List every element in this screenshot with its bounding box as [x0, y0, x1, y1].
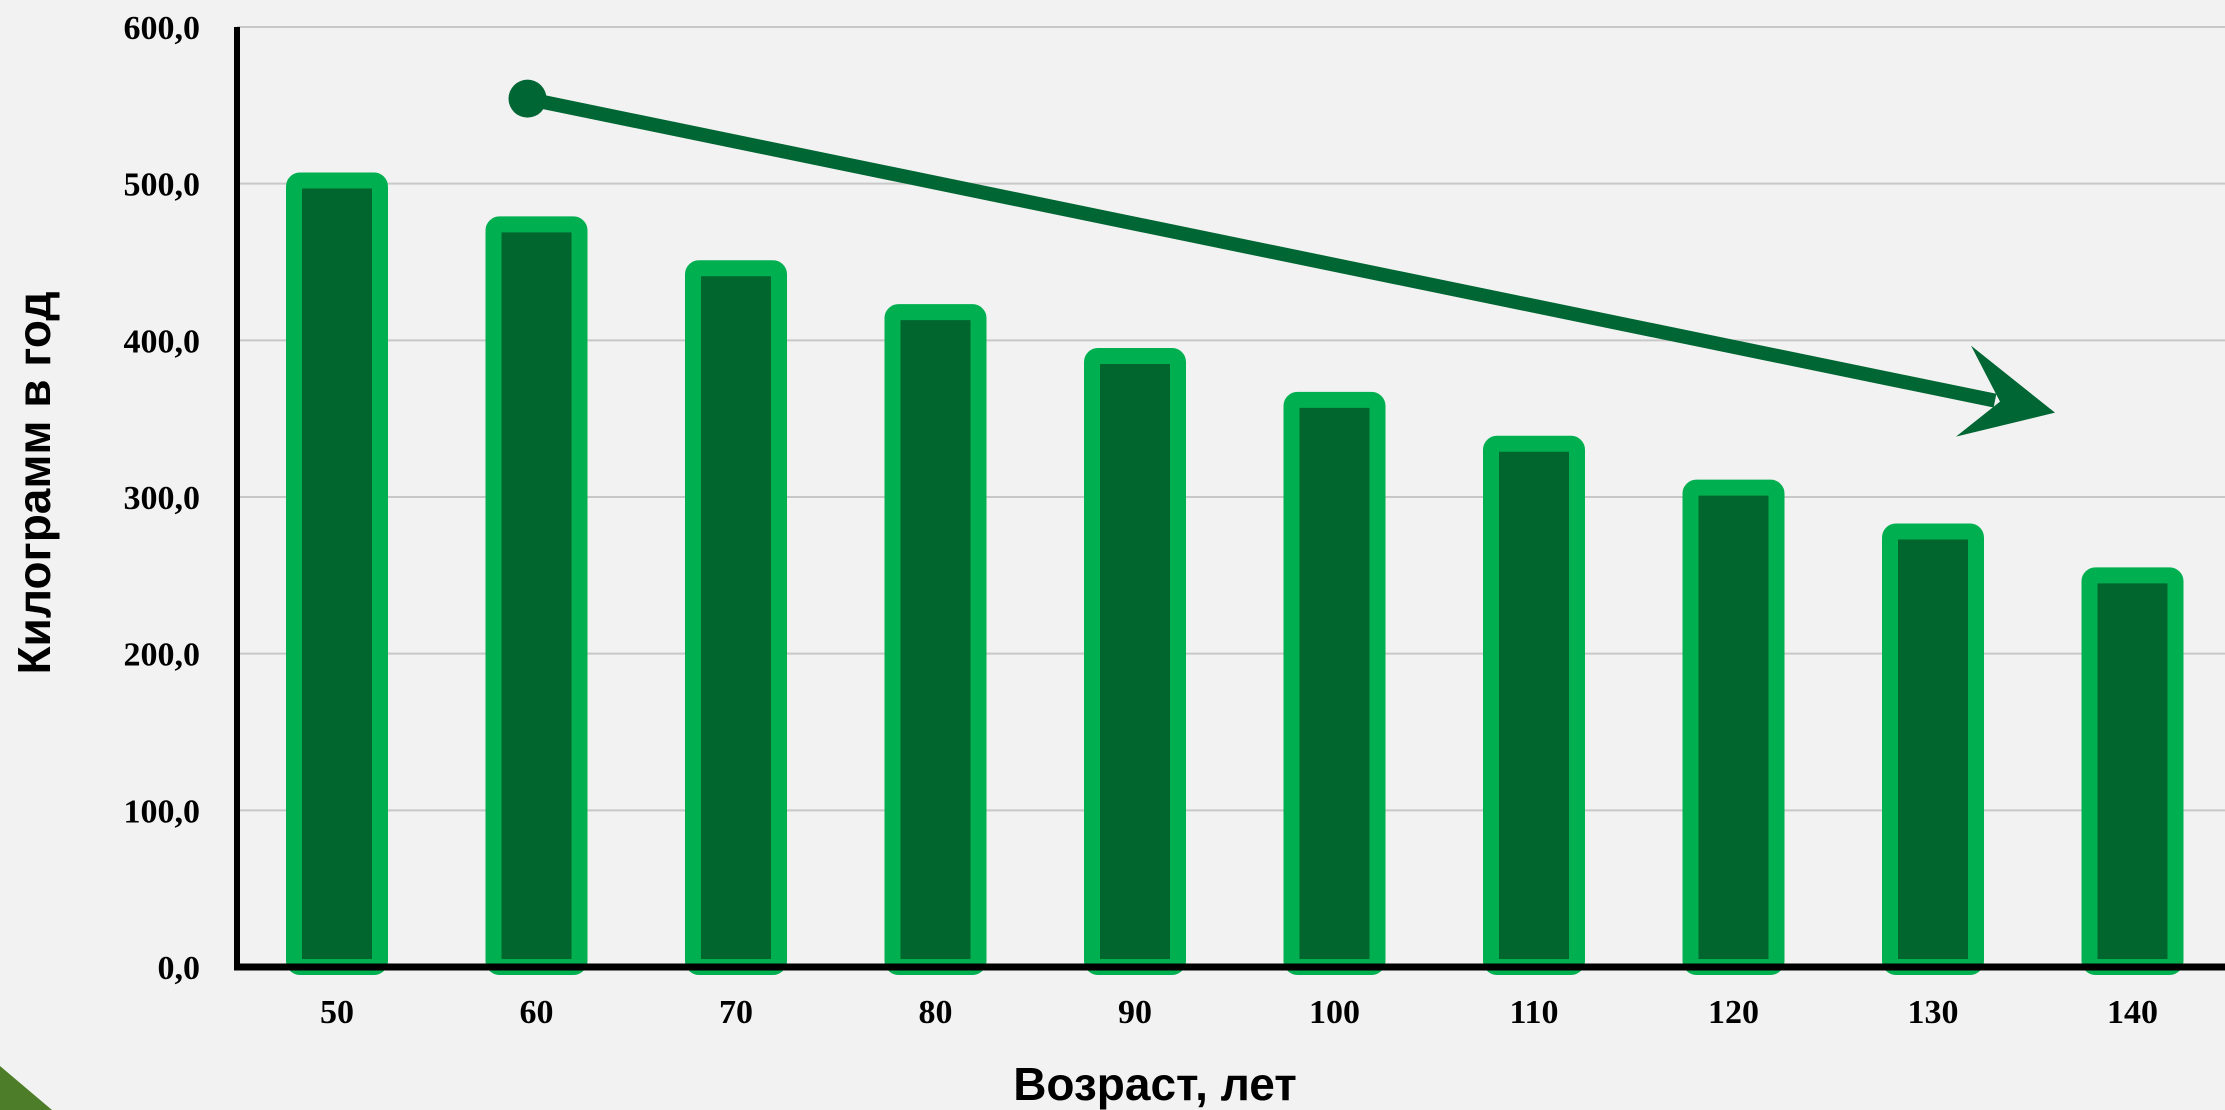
x-tick-label: 60 — [520, 994, 554, 1031]
bar-90 — [1084, 348, 1186, 975]
trend-arrow-shaft — [535, 93, 1997, 408]
trend-arrow — [508, 79, 2055, 437]
y-tick-label: 400,0 — [124, 323, 201, 360]
y-tick-label: 200,0 — [124, 637, 201, 674]
y-tick-label: 600,0 — [124, 10, 201, 47]
x-tick-label: 120 — [1708, 994, 1759, 1031]
x-tick-label: 110 — [1509, 994, 1558, 1031]
y-tick-label: 0,0 — [158, 950, 201, 987]
x-tick-labels: 50 60 70 80 90 100 110 120 130 140 — [320, 994, 2158, 1031]
y-tick-label: 300,0 — [124, 480, 201, 517]
x-axis-title: Возраст, лет — [1013, 1058, 1297, 1110]
bar-130 — [1882, 523, 1984, 975]
bar-60 — [485, 216, 588, 975]
x-tick-label: 80 — [919, 994, 953, 1031]
y-tick-labels: 0,0 100,0 200,0 300,0 400,0 500,0 600,0 — [124, 10, 201, 987]
x-tick-label: 130 — [1908, 994, 1959, 1031]
bar-120 — [1682, 479, 1785, 975]
axes — [234, 27, 2225, 971]
x-tick-label: 90 — [1118, 994, 1152, 1031]
bar-50 — [286, 172, 388, 976]
y-tick-label: 500,0 — [124, 167, 201, 204]
corner-accent-decoration — [0, 1066, 52, 1110]
bar-80 — [884, 304, 987, 975]
bar-110 — [1483, 435, 1585, 975]
y-tick-label: 100,0 — [124, 793, 201, 830]
trend-arrow-head — [1956, 345, 2055, 437]
bar-140 — [2081, 567, 2184, 975]
x-tick-label: 140 — [2107, 994, 2158, 1031]
x-tick-label: 70 — [719, 994, 753, 1031]
x-tick-label: 50 — [320, 994, 354, 1031]
x-tick-label: 100 — [1309, 994, 1360, 1031]
trend-arrow-start-dot — [508, 79, 547, 118]
bar-70 — [685, 260, 787, 975]
y-axis-title: Килограмм в год — [8, 291, 60, 674]
bar-100 — [1283, 391, 1386, 976]
bars — [286, 172, 2184, 976]
